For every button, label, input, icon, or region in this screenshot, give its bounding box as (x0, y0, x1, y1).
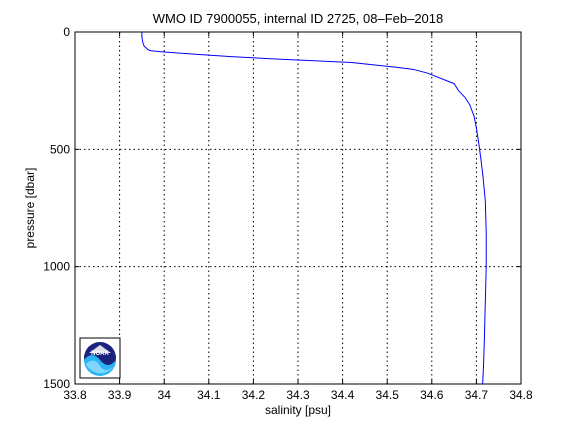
y-tick-label: 500 (50, 142, 70, 156)
logo-bird (89, 345, 111, 353)
data-series (141, 32, 487, 385)
x-tick-label: 33.9 (108, 388, 132, 402)
logo-wave-light (86, 360, 114, 374)
x-tick-label: 34 (158, 388, 172, 402)
x-tick-label: 34.5 (376, 388, 400, 402)
x-tick-label: 34.8 (509, 388, 533, 402)
noaa-logo: NOAA (79, 337, 121, 379)
x-tick-label: 33.8 (63, 388, 87, 402)
y-tick-label: 0 (63, 25, 70, 39)
y-tick-label: 1000 (43, 260, 70, 274)
chart-title: WMO ID 7900055, internal ID 2725, 08–Feb… (153, 11, 444, 26)
x-tick-label: 34.6 (420, 388, 444, 402)
grid-lines (75, 32, 521, 384)
x-tick-label: 34.1 (197, 388, 221, 402)
salinity-profile-line (141, 32, 487, 385)
x-tick-label: 34.2 (242, 388, 266, 402)
y-tick-label: 1500 (43, 377, 70, 391)
y-axis-label: pressure [dbar] (23, 168, 37, 249)
x-axis-label: salinity [psu] (265, 403, 331, 417)
x-tick-label: 34.4 (331, 388, 355, 402)
logo-text: NOAA (91, 351, 109, 357)
x-tick-label: 34.3 (286, 388, 310, 402)
axis-ticks: 33.8 33.9 34 34.1 34.2 34.3 34.4 34.5 34.6 34.7 34… (43, 25, 533, 402)
x-tick-label: 34.7 (465, 388, 489, 402)
